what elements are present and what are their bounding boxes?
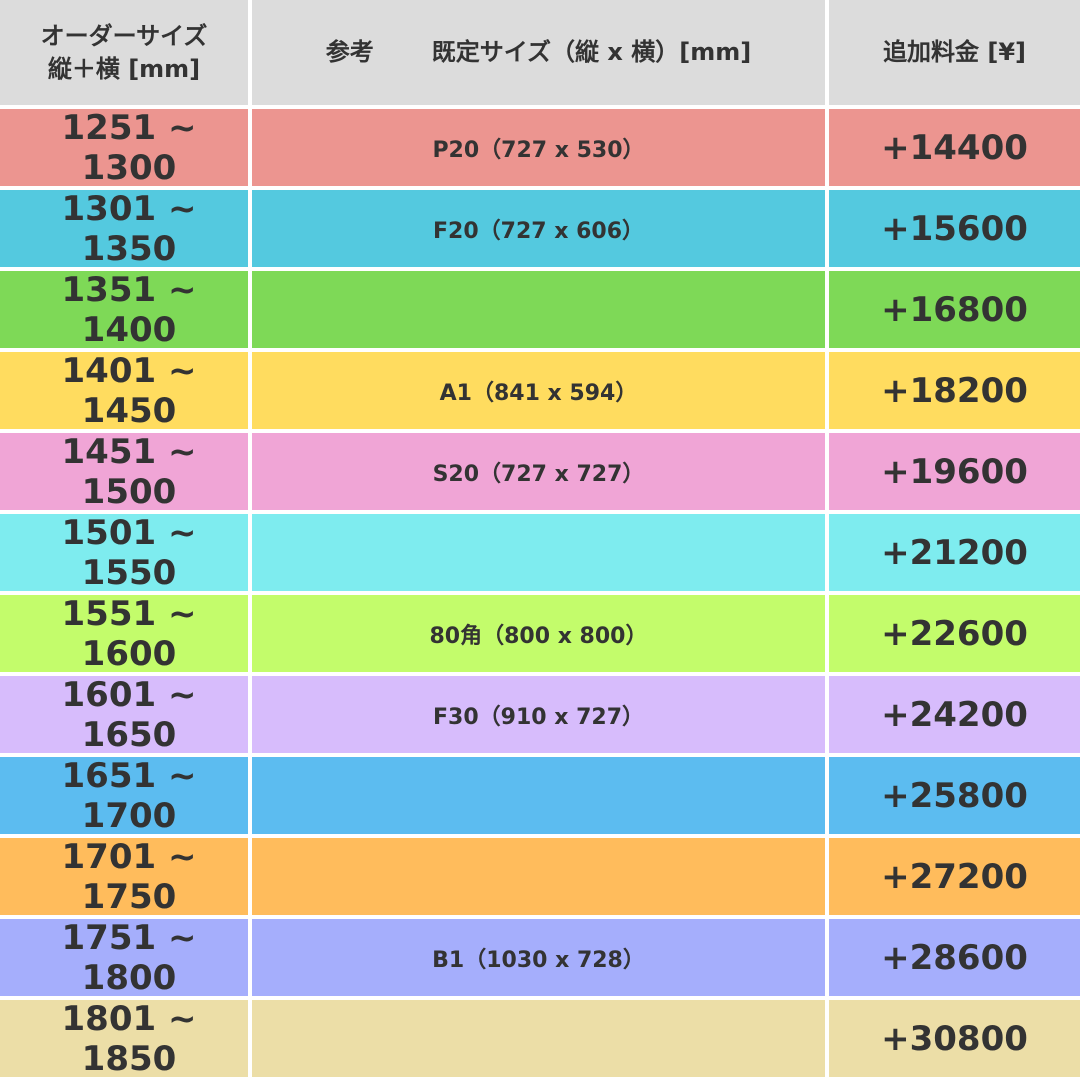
size-cell: 1551 ~ 1600 [0,593,248,674]
reference-cell: 80角（800 x 800） [252,595,825,672]
price-cell: +30800 [829,1000,1080,1077]
size-text: 1801 ~ 1850 [61,998,197,1079]
reference-text: P20（727 x 530） [432,137,645,163]
price-text: +15600 [881,208,1028,249]
size-text: 1401 ~ 1450 [61,350,197,431]
price-text: +22600 [881,613,1028,654]
reference-text: A1（841 x 594） [439,380,638,406]
size-cell: 1801 ~ 1850 [0,998,248,1079]
price-cell: +25800 [829,757,1080,834]
size-cell: 1601 ~ 1650 [0,674,248,755]
price-text: +24200 [881,694,1028,735]
price-cell: +27200 [829,838,1080,915]
price-text: +25800 [881,775,1028,816]
reference-cell [252,757,825,834]
size-cell: 1701 ~ 1750 [0,836,248,917]
reference-text: 80角（800 x 800） [429,623,648,649]
price-cell: +28600 [829,919,1080,996]
header-text: オーダーサイズ [40,22,208,51]
size-cell: 1251 ~ 1300 [0,107,248,188]
size-cell: 1351 ~ 1400 [0,269,248,350]
price-cell: +18200 [829,352,1080,429]
size-text: 1551 ~ 1600 [61,593,197,674]
price-cell: +19600 [829,433,1080,510]
price-cell: +24200 [829,676,1080,753]
size-cell: 1451 ~ 1500 [0,431,248,512]
price-text: +18200 [881,370,1028,411]
price-text: +16800 [881,289,1028,330]
header-cell: 追加料金 [¥] [829,0,1080,105]
price-text: +30800 [881,1018,1028,1059]
reference-cell [252,1000,825,1077]
header-text: 既定サイズ（縦 x 横）[mm] [431,38,752,67]
size-text: 1301 ~ 1350 [61,188,197,269]
header-text: 参考 [325,38,374,67]
reference-cell: F20（727 x 606） [252,190,825,267]
reference-text: F30（910 x 727） [433,704,644,730]
price-text: +28600 [881,937,1028,978]
size-text: 1451 ~ 1500 [61,431,197,512]
size-cell: 1301 ~ 1350 [0,188,248,269]
reference-cell: P20（727 x 530） [252,109,825,186]
reference-text: B1（1030 x 728） [432,947,645,973]
price-text: +21200 [881,532,1028,573]
reference-cell [252,514,825,591]
header-text: 追加料金 [¥] [883,38,1026,67]
header-cell: オーダーサイズ 縦＋横 [mm] [0,0,248,105]
size-text: 1601 ~ 1650 [61,674,197,755]
price-text: +19600 [881,451,1028,492]
size-text: 1751 ~ 1800 [61,917,197,998]
price-text: +27200 [881,856,1028,897]
size-text: 1651 ~ 1700 [61,755,197,836]
reference-text: S20（727 x 727） [432,461,645,487]
reference-text: F20（727 x 606） [433,218,644,244]
size-text: 1251 ~ 1300 [61,107,197,188]
header-text: 縦＋横 [mm] [47,54,201,83]
header-cell: 参考 既定サイズ（縦 x 横）[mm] [252,0,825,105]
reference-cell [252,838,825,915]
size-cell: 1651 ~ 1700 [0,755,248,836]
size-cell: 1751 ~ 1800 [0,917,248,998]
reference-cell: S20（727 x 727） [252,433,825,510]
price-text: +14400 [881,127,1028,168]
size-cell: 1401 ~ 1450 [0,350,248,431]
price-cell: +16800 [829,271,1080,348]
price-cell: +21200 [829,514,1080,591]
reference-cell: F30（910 x 727） [252,676,825,753]
reference-cell: A1（841 x 594） [252,352,825,429]
price-cell: +14400 [829,109,1080,186]
price-cell: +15600 [829,190,1080,267]
price-cell: +22600 [829,595,1080,672]
size-text: 1701 ~ 1750 [61,836,197,917]
size-cell: 1501 ~ 1550 [0,512,248,593]
size-text: 1501 ~ 1550 [61,512,197,593]
size-text: 1351 ~ 1400 [61,269,197,350]
reference-cell [252,271,825,348]
reference-cell: B1（1030 x 728） [252,919,825,996]
